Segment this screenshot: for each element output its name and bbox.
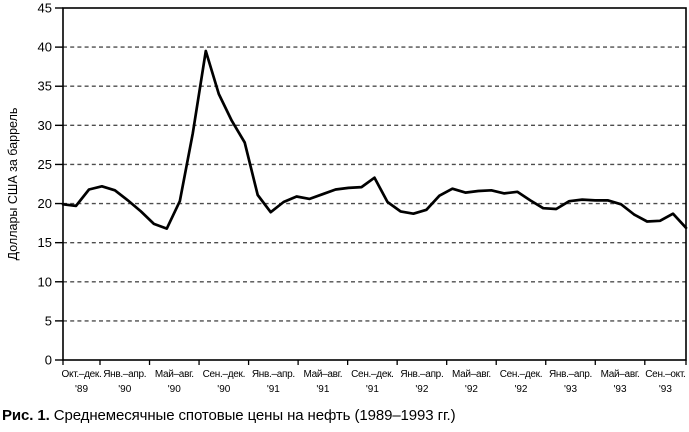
x-year-label: '92 (415, 384, 428, 395)
caption-label: Рис. 1. (2, 407, 50, 424)
x-category-label: Янв.–апр. (400, 369, 443, 380)
x-year-label: '90 (118, 384, 131, 395)
x-category-label: Май–авг. (601, 369, 640, 380)
x-year-label: '91 (366, 384, 379, 395)
y-tick-label: 20 (38, 196, 52, 211)
x-year-label: '91 (316, 384, 329, 395)
y-tick-label: 30 (38, 118, 52, 133)
x-year-label: '92 (514, 384, 527, 395)
y-tick-label: 15 (38, 235, 52, 250)
x-category-label: Май–авг. (452, 369, 491, 380)
y-tick-label: 0 (45, 353, 52, 368)
x-category-label: Май–авг. (303, 369, 342, 380)
x-category-label: Янв.–апр. (252, 369, 295, 380)
x-year-label: '93 (614, 384, 627, 395)
figure-caption: Рис. 1. Среднемесячные спотовые цены на … (2, 406, 456, 426)
y-tick-label: 10 (38, 274, 52, 289)
y-axis-title: Доллары США за баррель (6, 108, 20, 261)
price-line (61, 49, 688, 230)
x-category-label: Сен.–окт. (645, 369, 685, 380)
y-tick-label: 25 (38, 157, 52, 172)
y-tick-label: 45 (38, 1, 52, 16)
x-year-label: '92 (465, 384, 478, 395)
x-year-label: '90 (217, 384, 230, 395)
x-year-label: '93 (659, 384, 672, 395)
y-tick-label: 5 (45, 313, 52, 328)
x-year-label: '91 (267, 384, 280, 395)
oil-price-chart: 0 5 10 15 20 25 30 35 40 45 Окт.–дек. '89 Янв.–апр. '… (6, 1, 688, 395)
y-tick-label: 35 (38, 79, 52, 94)
x-year-label: '93 (564, 384, 577, 395)
x-category-label: Май–авг. (155, 369, 194, 380)
x-category-label: Сен.–дек. (500, 369, 543, 380)
x-year-label: '89 (75, 384, 88, 395)
chart-canvas: 0 5 10 15 20 25 30 35 40 45 Окт.–дек. '89 Янв.–апр. '… (6, 1, 688, 395)
x-category-label: Сен.–дек. (351, 369, 394, 380)
x-category-label: Окт.–дек. (62, 369, 102, 380)
plot-border (62, 7, 687, 361)
caption-text: Среднемесячные спотовые цены на нефть (1… (53, 407, 456, 424)
y-tick-label: 40 (38, 40, 52, 55)
x-year-label: '90 (168, 384, 181, 395)
x-category-label: Сен.–дек. (203, 369, 246, 380)
x-category-label: Янв.–апр. (103, 369, 146, 380)
x-category-label: Янв.–апр. (549, 369, 592, 380)
